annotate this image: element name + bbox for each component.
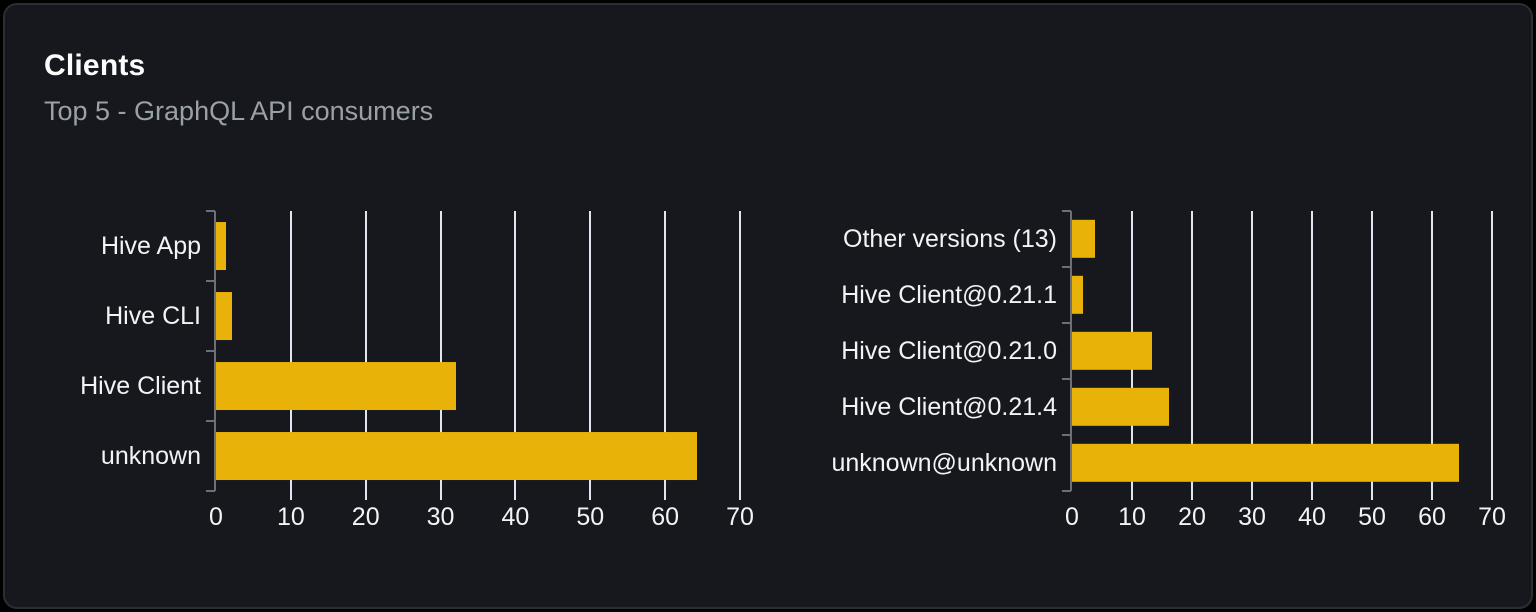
x-tick-label: 10 bbox=[1118, 503, 1146, 531]
x-tick-label: 60 bbox=[1418, 503, 1446, 531]
gridline bbox=[1431, 211, 1433, 500]
y-axis-tick bbox=[206, 350, 215, 352]
bar-row bbox=[216, 421, 740, 491]
x-tick-label: 0 bbox=[209, 503, 223, 531]
category-label: Hive CLI bbox=[105, 301, 201, 330]
card-header: Clients Top 5 - GraphQL API consumers bbox=[44, 49, 433, 127]
y-axis-tick bbox=[1062, 434, 1071, 436]
gridline bbox=[1491, 211, 1493, 500]
bar[interactable] bbox=[1072, 331, 1153, 371]
x-tick-label: 30 bbox=[1238, 503, 1266, 531]
x-tick-label: 50 bbox=[576, 503, 605, 531]
category-label: Hive App bbox=[100, 231, 201, 260]
x-tick-label: 10 bbox=[276, 503, 305, 531]
y-axis-line bbox=[1070, 211, 1072, 491]
card-title: Clients bbox=[44, 49, 146, 82]
gridline bbox=[439, 211, 442, 500]
x-tick-label: 70 bbox=[726, 503, 754, 531]
y-axis-labels: Hive App Hive CLI Hive Client unknown bbox=[20, 211, 201, 491]
y-axis-line bbox=[214, 211, 216, 491]
plot-area bbox=[1062, 210, 1493, 500]
gridline bbox=[739, 211, 741, 500]
y-axis-tick bbox=[1062, 490, 1071, 492]
bar-row bbox=[1072, 323, 1492, 379]
y-axis-tick bbox=[206, 210, 215, 212]
category-label: Hive Client bbox=[80, 371, 201, 400]
clients-by-name-chart: Hive App Hive CLI Hive Client unknown 0 10 20… bbox=[20, 210, 754, 531]
bar-row bbox=[1072, 267, 1492, 323]
clients-card: Clients Top 5 - GraphQL API consumers Hi… bbox=[3, 3, 1533, 609]
x-axis-labels: 0 10 20 30 40 50 60 70 bbox=[209, 491, 754, 531]
x-tick-label: 30 bbox=[426, 503, 455, 531]
x-axis-labels: 0 10 20 30 40 50 60 70 bbox=[1065, 491, 1506, 531]
bar[interactable] bbox=[216, 362, 457, 410]
bar-row bbox=[1072, 435, 1492, 491]
bar[interactable] bbox=[216, 432, 698, 480]
y-axis-tick bbox=[206, 490, 215, 492]
bar-row bbox=[1072, 211, 1492, 267]
card-subtitle: Top 5 - GraphQL API consumers bbox=[44, 96, 434, 126]
category-label: unknown bbox=[100, 441, 201, 470]
bar[interactable] bbox=[1072, 443, 1459, 483]
plot-area bbox=[206, 210, 741, 500]
x-tick-label: 40 bbox=[1298, 503, 1326, 531]
category-label: Hive Client@0.21.1 bbox=[841, 280, 1057, 309]
bar[interactable] bbox=[216, 222, 226, 270]
x-tick-label: 20 bbox=[1178, 503, 1206, 531]
gridline bbox=[1371, 211, 1373, 500]
gridline bbox=[1251, 211, 1253, 500]
category-label: Other versions (13) bbox=[843, 224, 1057, 253]
bar[interactable] bbox=[1072, 387, 1169, 427]
category-label: unknown@unknown bbox=[831, 448, 1057, 477]
gridline bbox=[1311, 211, 1313, 500]
y-axis-tick bbox=[206, 420, 215, 422]
bar-row bbox=[216, 351, 740, 421]
gridline bbox=[664, 211, 667, 500]
y-axis-tick bbox=[1062, 210, 1071, 212]
x-tick-label: 40 bbox=[501, 503, 530, 531]
y-axis-tick bbox=[206, 280, 215, 282]
category-label: Hive Client@0.21.0 bbox=[841, 336, 1057, 365]
clients-by-version-chart: Other versions (13) Hive Client@0.21.1 Hiv… bbox=[831, 210, 1506, 531]
bar-row bbox=[1072, 379, 1492, 435]
x-tick-label: 70 bbox=[1478, 503, 1506, 531]
gridline bbox=[364, 211, 367, 500]
x-tick-label: 0 bbox=[1065, 503, 1079, 531]
bar[interactable] bbox=[216, 292, 232, 340]
bar-row bbox=[216, 211, 740, 281]
bar-row bbox=[216, 281, 740, 351]
x-tick-label: 60 bbox=[651, 503, 680, 531]
y-axis-tick bbox=[1062, 266, 1071, 268]
bar[interactable] bbox=[1072, 275, 1083, 315]
x-tick-label: 20 bbox=[351, 503, 380, 531]
y-axis-tick bbox=[1062, 322, 1071, 324]
y-axis-tick bbox=[1062, 378, 1071, 380]
x-tick-label: 50 bbox=[1358, 503, 1386, 531]
gridline bbox=[289, 211, 292, 500]
bar[interactable] bbox=[1072, 219, 1096, 259]
y-axis-labels: Other versions (13) Hive Client@0.21.1 Hiv… bbox=[831, 211, 1057, 491]
category-label: Hive Client@0.21.4 bbox=[841, 392, 1057, 421]
gridline bbox=[514, 211, 517, 500]
gridline bbox=[1191, 211, 1193, 500]
gridline bbox=[589, 211, 592, 500]
